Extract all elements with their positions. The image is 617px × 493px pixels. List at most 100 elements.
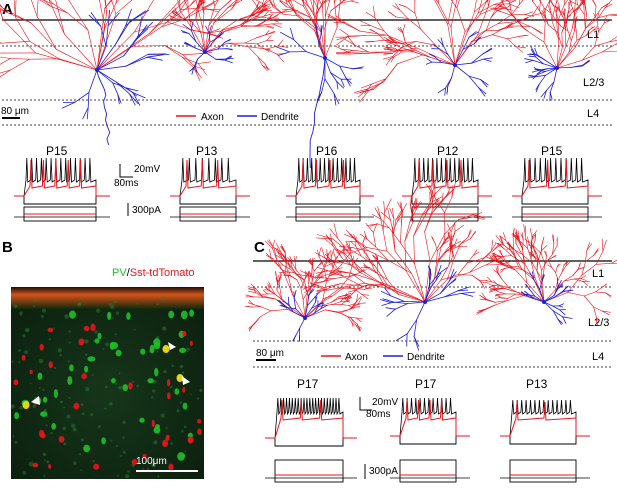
axon-branch: [326, 250, 331, 258]
axon-branch: [288, 0, 292, 2]
axon-branch: [364, 286, 372, 290]
background-cell: [45, 424, 48, 427]
axon-branch: [286, 260, 291, 270]
axon-branch: [301, 0, 315, 24]
panel-b-label-sep: /: [127, 267, 131, 279]
axon-branch: [441, 192, 449, 203]
background-cell: [110, 297, 113, 301]
background-cell: [171, 364, 174, 368]
axon-branch: [502, 255, 507, 263]
background-cell: [48, 338, 51, 341]
ephys-trace-group: [286, 157, 374, 222]
axon-branch: [164, 45, 184, 56]
dendrite-branch: [96, 69, 117, 83]
axon-branch: [281, 9, 289, 11]
dendrite-branch: [393, 301, 408, 305]
descending-dendrite: [318, 85, 322, 95]
axon-branch: [515, 243, 523, 255]
axon-branch: [250, 283, 257, 290]
axon-branch: [458, 214, 474, 220]
dendrite-branch: [90, 12, 102, 27]
dendrite-branch: [437, 39, 444, 46]
axon-branch: [571, 4, 576, 15]
axon-branch: [576, 0, 578, 5]
axon-branch: [322, 280, 327, 302]
axon-branch: [315, 288, 328, 294]
threshold-trace: [402, 159, 492, 197]
axon-branch: [456, 7, 466, 32]
dendrite-branch: [146, 54, 164, 58]
axon-branch: [414, 0, 416, 1]
dendrite-branch: [129, 93, 136, 106]
axon-branch: [299, 270, 315, 278]
axon-branch: [508, 0, 517, 5]
axon-branch: [438, 0, 440, 5]
background-cell: [170, 385, 173, 389]
sst-cell: [58, 436, 65, 443]
dendrite-branch: [278, 51, 290, 56]
axon-branch: [356, 317, 363, 320]
axon-branch: [256, 34, 266, 39]
panel-a-legend-axon: Axon: [201, 112, 224, 123]
axon-branch: [493, 3, 510, 5]
axon-branch: [354, 44, 370, 53]
axon-branch: [350, 52, 369, 55]
axon-branch: [387, 208, 391, 221]
background-cell: [38, 387, 41, 389]
dendrite-branch: [559, 309, 566, 316]
axon-branch: [499, 235, 507, 241]
ephys-trace-group: [170, 157, 250, 222]
axon-branch: [448, 251, 451, 266]
axon-branch: [543, 7, 552, 14]
axon-branch: [504, 266, 512, 269]
axon-branch: [290, 307, 306, 319]
axon-branch: [527, 248, 533, 264]
axon-branch: [274, 293, 283, 300]
threshold-trace: [390, 399, 470, 437]
axon-branch: [346, 296, 353, 301]
axon-branch: [491, 255, 497, 261]
dendrite-branch: [449, 268, 455, 282]
axon-branch: [528, 241, 535, 247]
axon-branch: [348, 303, 356, 306]
axon-branch: [450, 248, 454, 256]
axon-branch: [277, 260, 284, 266]
axon-branch: [324, 257, 337, 271]
axon-branch: [323, 256, 334, 263]
axon-branch: [371, 78, 387, 85]
background-cell: [190, 393, 192, 396]
panel-c-age-2: P17: [415, 377, 437, 391]
dendrite-branch: [448, 277, 457, 286]
dendrite-branch: [541, 273, 544, 282]
dendrite-branch: [478, 87, 487, 95]
dendrite-branch: [424, 288, 431, 303]
axon-branch: [490, 10, 498, 18]
axon-branch: [404, 41, 415, 53]
pv-cell: [101, 437, 106, 445]
axon-branch: [272, 0, 276, 8]
sst-cell: [167, 392, 171, 400]
dendrite-branch: [96, 69, 114, 84]
background-cell: [19, 314, 22, 317]
axon-branch: [497, 21, 519, 24]
axon-branch: [301, 0, 304, 1]
axon-branch: [589, 26, 595, 31]
dendrite-branch: [562, 285, 568, 292]
dendrite-branch: [482, 58, 492, 62]
axon-branch: [204, 29, 222, 53]
axon-branch: [583, 295, 594, 308]
axon-branch: [390, 56, 395, 63]
axon-branch: [329, 271, 339, 276]
axon-branch: [436, 252, 445, 263]
axon-branch: [208, 9, 221, 26]
dendrite-branch: [182, 24, 192, 31]
axon-branch: [575, 30, 578, 41]
axon-branch: [485, 280, 493, 283]
axon-branch: [594, 7, 602, 18]
axon-branch: [341, 304, 350, 306]
axon-branch: [308, 276, 311, 283]
dendrite-branch: [482, 57, 493, 60]
axon-branch: [248, 302, 254, 305]
axon-branch: [305, 272, 311, 276]
axon-branch: [244, 37, 258, 44]
